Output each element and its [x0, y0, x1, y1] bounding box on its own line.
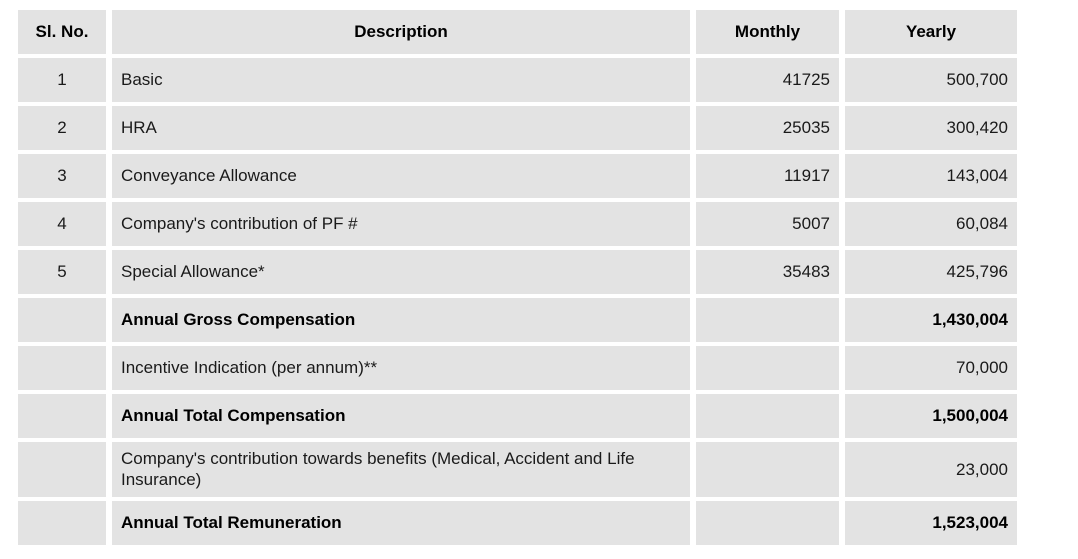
table-row: 5 Special Allowance* 35483 425,796: [18, 250, 1017, 294]
cell-yearly: 500,700: [845, 58, 1017, 102]
cell-monthly: [696, 442, 839, 497]
cell-description: Incentive Indication (per annum)**: [112, 346, 690, 390]
cell-description: Annual Gross Compensation: [112, 298, 690, 342]
cell-yearly: 425,796: [845, 250, 1017, 294]
cell-monthly: [696, 346, 839, 390]
cell-monthly: 5007: [696, 202, 839, 246]
cell-monthly: 25035: [696, 106, 839, 150]
table-row: Annual Total Compensation 1,500,004: [18, 394, 1017, 438]
table-row: Company's contribution towards benefits …: [18, 442, 1017, 497]
column-header-monthly: Monthly: [696, 10, 839, 54]
cell-sl: 2: [18, 106, 106, 150]
cell-monthly: [696, 394, 839, 438]
table-row: Annual Gross Compensation 1,430,004: [18, 298, 1017, 342]
cell-sl: [18, 394, 106, 438]
cell-yearly: 1,430,004: [845, 298, 1017, 342]
cell-description: Company's contribution of PF #: [112, 202, 690, 246]
cell-sl: [18, 298, 106, 342]
table-row: 4 Company's contribution of PF #5007 60,08…: [18, 202, 1017, 246]
cell-monthly: 35483: [696, 250, 839, 294]
cell-sl: 5: [18, 250, 106, 294]
cell-description: Conveyance Allowance: [112, 154, 690, 198]
table-row: 1 Basic 41725 500,700: [18, 58, 1017, 102]
table-row: Annual Total Remuneration 1,523,004: [18, 500, 1017, 545]
cell-description: Annual Total Compensation: [112, 394, 690, 438]
cell-sl: 4: [18, 202, 106, 246]
cell-yearly: 300,420: [845, 106, 1017, 150]
cell-monthly: [696, 298, 839, 342]
cell-yearly: 143,004: [845, 154, 1017, 198]
cell-yearly: 1,500,004: [845, 394, 1017, 438]
header-row: Sl. No. Description Monthly Yearly: [18, 10, 1017, 54]
cell-yearly: 60,084: [845, 202, 1017, 246]
cell-description: HRA: [112, 106, 690, 150]
cell-sl: 1: [18, 58, 106, 102]
cell-description: Annual Total Remuneration: [112, 500, 690, 545]
table-row: 3 Conveyance Allowance 11917 143,004: [18, 154, 1017, 198]
cell-yearly: 1,523,004: [845, 500, 1017, 545]
compensation-table: Sl. No. Description Monthly Yearly 1 Basic 41…: [12, 6, 1023, 549]
column-header-yearly: Yearly: [845, 10, 1017, 54]
table-body: 1 Basic 41725 500,700 2 HRA 25035 300,420 3 Conve…: [18, 58, 1017, 545]
cell-monthly: 11917: [696, 154, 839, 198]
cell-sl: [18, 500, 106, 545]
column-header-sl: Sl. No.: [18, 10, 106, 54]
cell-yearly: 23,000: [845, 442, 1017, 497]
cell-monthly: 41725: [696, 58, 839, 102]
column-header-description: Description: [112, 10, 690, 54]
cell-monthly: [696, 500, 839, 545]
table-row: 2 HRA 25035 300,420: [18, 106, 1017, 150]
cell-sl: [18, 442, 106, 497]
cell-description: Special Allowance*: [112, 250, 690, 294]
cell-description: Basic: [112, 58, 690, 102]
cell-description: Company's contribution towards benefits …: [112, 442, 690, 497]
table-row: Incentive Indication (per annum)** 70,000: [18, 346, 1017, 390]
cell-yearly: 70,000: [845, 346, 1017, 390]
cell-sl: 3: [18, 154, 106, 198]
cell-sl: [18, 346, 106, 390]
